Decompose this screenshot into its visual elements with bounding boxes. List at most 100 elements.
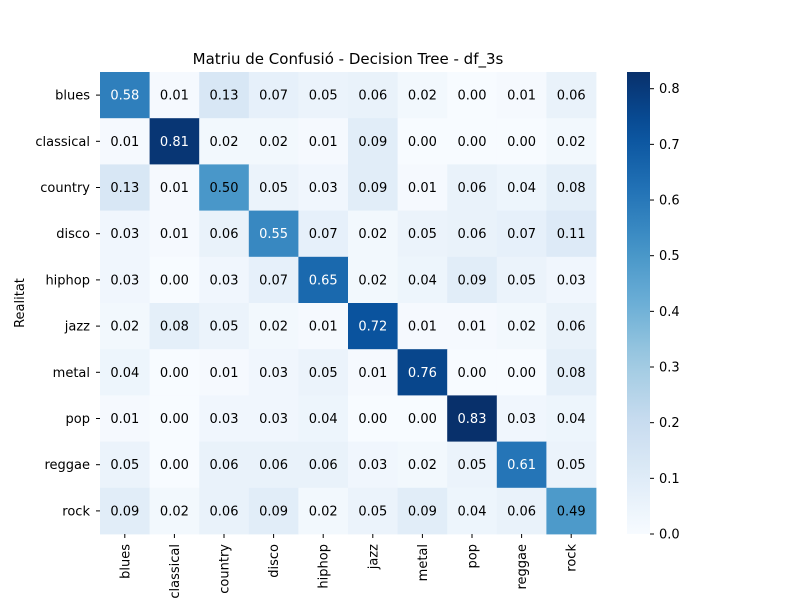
- heatmap-cell-hiphop-country: [199, 256, 250, 304]
- cell-value-metal-country: 0.01: [210, 366, 239, 381]
- heatmap-cell-pop-disco: [248, 395, 299, 442]
- heatmap-cell-classical-reggae: [496, 118, 547, 165]
- heatmap-cell-blues-classical: [149, 72, 200, 119]
- cell-value-country-rock: 0.08: [557, 181, 586, 196]
- row-label-hiphop: hiphop: [45, 273, 90, 288]
- cell-value-reggae-hiphop: 0.06: [309, 458, 338, 473]
- cell-value-hiphop-rock: 0.03: [557, 273, 586, 288]
- colorbar-tick-label-2: 0.2: [659, 416, 680, 431]
- heatmap-cell-pop-country: [199, 395, 250, 442]
- colorbar: 0.0 0.1 0.2 0.3 0.4 0.5 0.6 0.7 0.8: [627, 72, 680, 543]
- heatmap-cell-disco-blues: [100, 210, 150, 258]
- heatmap-cell-reggae-country: [199, 441, 250, 489]
- cell-value-reggae-disco: 0.06: [259, 458, 288, 473]
- heatmap-cell-country-country: [199, 164, 250, 211]
- cell-value-classical-rock: 0.02: [557, 135, 586, 150]
- cell-value-jazz-reggae: 0.02: [507, 320, 536, 335]
- heatmap-cell-pop-jazz: [348, 395, 398, 442]
- heatmap-cell-pop-pop: [447, 395, 498, 442]
- cell-value-classical-blues: 0.01: [110, 135, 139, 150]
- heatmap-cell-blues-disco: [248, 72, 299, 119]
- heatmap-cell-jazz-reggae: [496, 303, 547, 350]
- heatmap-cell-metal-reggae: [496, 349, 547, 396]
- cell-value-disco-reggae: 0.07: [507, 227, 536, 242]
- cell-value-pop-disco: 0.03: [259, 412, 288, 427]
- cell-value-blues-rock: 0.06: [557, 89, 586, 104]
- cell-value-pop-jazz: 0.00: [358, 412, 387, 427]
- heatmap-cell-reggae-hiphop: [298, 441, 349, 489]
- cell-value-reggae-reggae: 0.61: [507, 458, 536, 473]
- heatmap-cell-pop-hiphop: [298, 395, 349, 442]
- col-label-disco: disco: [267, 544, 282, 578]
- cell-value-rock-disco: 0.09: [259, 504, 288, 519]
- cell-value-metal-reggae: 0.00: [507, 366, 536, 381]
- cell-value-reggae-jazz: 0.03: [358, 458, 387, 473]
- cell-value-country-reggae: 0.04: [507, 181, 536, 196]
- cell-value-classical-jazz: 0.09: [358, 135, 387, 150]
- cell-value-jazz-pop: 0.01: [458, 320, 487, 335]
- heatmap-cell-jazz-metal: [397, 303, 448, 350]
- col-label-metal: metal: [416, 544, 431, 581]
- heatmap-cell-rock-disco: [248, 487, 299, 535]
- cell-value-reggae-country: 0.06: [210, 458, 239, 473]
- heatmap-cell-reggae-disco: [248, 441, 299, 489]
- cell-value-jazz-country: 0.05: [210, 320, 239, 335]
- heatmap-cell-metal-blues: [100, 349, 150, 396]
- heatmap-cell-rock-metal: [397, 487, 448, 535]
- heatmap-cell-jazz-hiphop: [298, 303, 349, 350]
- cell-value-metal-hiphop: 0.05: [309, 366, 338, 381]
- heatmap-cell-blues-blues: [100, 72, 150, 119]
- cell-value-classical-pop: 0.00: [458, 135, 487, 150]
- heatmap-cell-classical-rock: [546, 118, 597, 165]
- cell-value-disco-metal: 0.05: [408, 227, 437, 242]
- heatmap-cell-reggae-classical: [149, 441, 200, 489]
- heatmap-cell-disco-hiphop: [298, 210, 349, 258]
- heatmap-cell-country-blues: [100, 164, 150, 211]
- heatmap-cell-hiphop-metal: [397, 256, 448, 304]
- cell-value-rock-country: 0.06: [210, 504, 239, 519]
- heatmap-cell-disco-rock: [546, 210, 597, 258]
- heatmap-cell-blues-jazz: [348, 72, 398, 119]
- row-label-reggae: reggae: [44, 458, 90, 473]
- heatmap-cell-country-classical: [149, 164, 200, 211]
- heatmap-cell-reggae-pop: [447, 441, 498, 489]
- cell-value-metal-rock: 0.08: [557, 366, 586, 381]
- colorbar-tick-label-1: 0.1: [659, 472, 680, 487]
- heatmap-cell-country-pop: [447, 164, 498, 211]
- col-label-classical: classical: [168, 544, 183, 599]
- cell-value-hiphop-hiphop: 0.65: [309, 273, 338, 288]
- heatmap-cell-metal-rock: [546, 349, 597, 396]
- heatmap-cell-disco-disco: [248, 210, 299, 258]
- row-label-rock: rock: [62, 504, 90, 519]
- heatmap-cell-blues-hiphop: [298, 72, 349, 119]
- cell-value-metal-pop: 0.00: [458, 366, 487, 381]
- cell-value-hiphop-metal: 0.04: [408, 273, 437, 288]
- cell-value-rock-rock: 0.49: [557, 504, 586, 519]
- heatmap-cell-hiphop-classical: [149, 256, 200, 304]
- heatmap-cell-country-jazz: [348, 164, 398, 211]
- cell-value-classical-country: 0.02: [210, 135, 239, 150]
- heatmap-cell-jazz-classical: [149, 303, 200, 350]
- cell-value-blues-disco: 0.07: [259, 89, 288, 104]
- cell-value-pop-metal: 0.00: [408, 412, 437, 427]
- heatmap-cell-jazz-jazz: [348, 303, 398, 350]
- heatmap-grid: 0.58 0.01 0.13 0.07 0.05 0.06 0.02 0.00 0.01 0.06…: [100, 72, 597, 535]
- heatmap-cell-pop-blues: [100, 395, 150, 442]
- colorbar-tick-label-0: 0.0: [659, 528, 680, 543]
- cell-value-metal-jazz: 0.01: [358, 366, 387, 381]
- cell-value-disco-jazz: 0.02: [358, 227, 387, 242]
- col-label-blues: blues: [118, 544, 133, 579]
- heatmap-cell-hiphop-disco: [248, 256, 299, 304]
- column-tick-labels: blues classical country disco hiphop jazz meta…: [118, 534, 580, 599]
- heatmap-cell-reggae-reggae: [496, 441, 547, 489]
- row-label-disco: disco: [56, 227, 90, 242]
- cell-value-disco-blues: 0.03: [110, 227, 139, 242]
- heatmap-cell-pop-metal: [397, 395, 448, 442]
- col-label-rock: rock: [565, 544, 580, 572]
- heatmap-cell-blues-pop: [447, 72, 498, 119]
- col-label-jazz: jazz: [366, 544, 381, 570]
- heatmap-cell-hiphop-reggae: [496, 256, 547, 304]
- heatmap-cell-jazz-country: [199, 303, 250, 350]
- heatmap-cell-country-metal: [397, 164, 448, 211]
- heatmap-cell-pop-reggae: [496, 395, 547, 442]
